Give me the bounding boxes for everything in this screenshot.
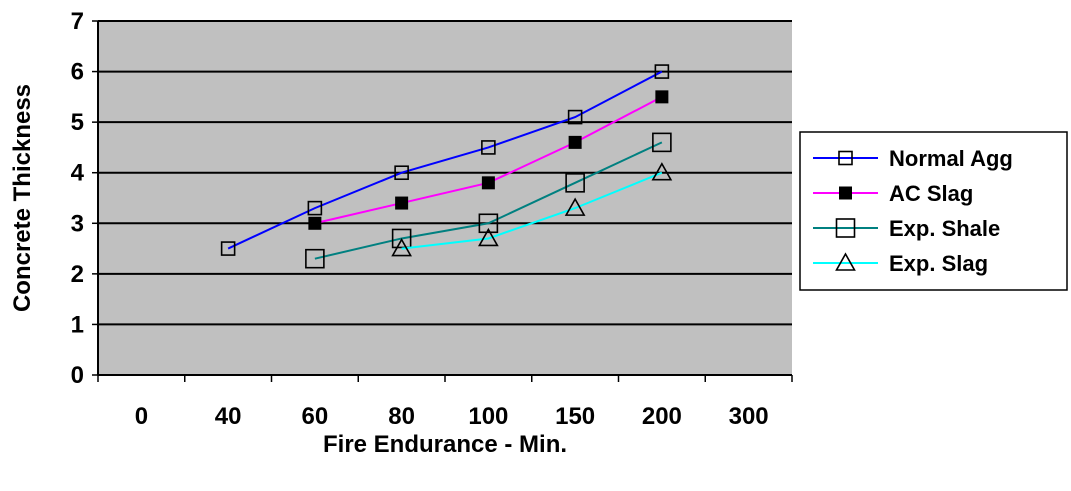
series-ac-slag <box>308 90 669 230</box>
data-point <box>564 197 586 216</box>
y-tick-label: 5 <box>71 109 84 136</box>
legend-label: Exp. Slag <box>889 251 988 276</box>
data-point <box>835 252 856 271</box>
x-tick-label: 200 <box>642 403 682 430</box>
y-tick-labels: 0 1 2 3 4 5 6 7 <box>71 8 85 389</box>
y-tick-label: 4 <box>71 160 85 187</box>
x-tick-label: 100 <box>468 403 508 430</box>
series-group <box>220 64 673 269</box>
legend-label: AC Slag <box>889 181 973 206</box>
y-tick-label: 7 <box>71 8 84 35</box>
x-tick-label: 0 <box>135 403 148 430</box>
y-tick-label: 3 <box>71 210 84 237</box>
series-line <box>401 171 663 250</box>
legend-entry: Exp. Shale <box>813 216 1000 241</box>
legend-entry: Exp. Slag <box>813 251 988 276</box>
plot-area <box>98 21 792 375</box>
y-tick-label: 2 <box>71 261 84 288</box>
axes <box>92 20 793 382</box>
data-point <box>481 140 496 155</box>
data-point <box>838 150 853 166</box>
data-point <box>391 228 412 249</box>
legend: Normal Agg AC Slag Exp. Shale Exp. Slag <box>799 131 1068 291</box>
legend-entry: AC Slag <box>813 181 973 206</box>
data-point <box>835 218 856 238</box>
data-point <box>654 64 670 79</box>
series-exp-slag <box>391 162 673 257</box>
legend-label: Normal Agg <box>889 146 1013 171</box>
data-point <box>391 237 412 257</box>
series-line <box>314 141 663 260</box>
x-axis-title: Fire Endurance - Min. <box>323 431 567 458</box>
x-tick-label: 300 <box>729 403 769 430</box>
data-point <box>651 162 673 181</box>
data-point <box>395 196 409 210</box>
y-tick-label: 1 <box>71 311 84 338</box>
data-point <box>478 213 499 234</box>
data-point <box>655 90 669 104</box>
data-point <box>839 186 852 200</box>
y-axis-title: Concrete Thickness <box>9 84 36 312</box>
data-point <box>568 135 582 149</box>
data-point <box>305 248 325 269</box>
y-tick-label: 6 <box>71 59 84 86</box>
series-normal-agg <box>220 64 670 256</box>
data-point <box>394 165 409 181</box>
y-tick-label: 0 <box>71 362 84 389</box>
series-line <box>227 70 663 250</box>
gridlines <box>98 20 792 376</box>
data-point <box>220 241 236 256</box>
series-exp-shale <box>305 132 672 269</box>
legend-label: Exp. Shale <box>889 216 1000 241</box>
x-tick-label: 60 <box>302 403 329 430</box>
data-point <box>308 216 322 230</box>
data-point <box>478 227 499 247</box>
data-point <box>652 132 672 153</box>
legend-entry: Normal Agg <box>813 146 1013 171</box>
data-point <box>481 176 495 190</box>
x-tick-label: 80 <box>388 403 415 430</box>
x-tick-label: 40 <box>215 403 242 430</box>
x-tick-label: 150 <box>555 403 595 430</box>
data-point <box>565 173 585 193</box>
x-tick-labels: 0 40 60 80 100 150 200 300 <box>135 403 769 430</box>
data-point <box>567 109 583 125</box>
data-point <box>307 200 323 216</box>
